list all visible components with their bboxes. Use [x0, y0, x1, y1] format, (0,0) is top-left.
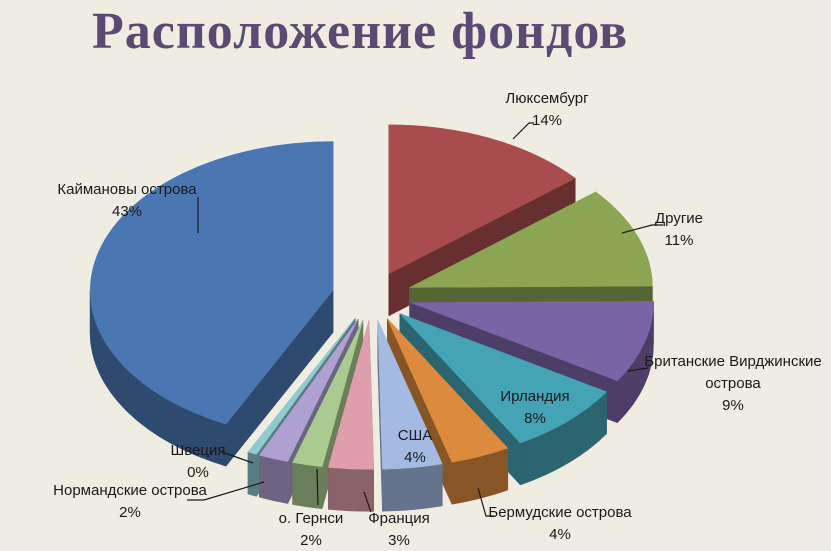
label-normandy-pct: 2% [119, 504, 141, 521]
label-luxembourg: Люксембург 14% [505, 88, 588, 132]
leader-line-luxembourg [512, 122, 534, 140]
label-ireland-name: Ирландия [500, 388, 570, 405]
pie-slice-normandy-face[interactable] [259, 454, 289, 504]
label-cayman-name: Каймановы острова [57, 181, 197, 198]
pie-slice-usa-face[interactable] [377, 320, 443, 470]
pie-slice-sweden-face[interactable] [247, 318, 356, 455]
label-guernsey-name: о. Гернси [278, 510, 344, 527]
label-guernsey-pct: 2% [300, 532, 322, 549]
leader-line-france [363, 491, 372, 513]
label-usa-pct: 4% [404, 449, 426, 466]
leader-lines [187, 122, 663, 517]
pie-slice-france-face[interactable] [327, 320, 374, 470]
label-ireland: Ирландия 8% [500, 386, 569, 430]
leader-line-bermuda [477, 487, 494, 517]
label-guernsey: о. Гернси 2% [279, 508, 344, 551]
pie-slice-bvi-face[interactable] [410, 300, 654, 382]
label-bvi: Британские Вирджинские острова 9% [633, 351, 831, 417]
chart-title: Расположение фондов [92, 3, 629, 60]
pie-slice-normandy-face[interactable] [258, 318, 359, 462]
leader-line-other [621, 224, 663, 234]
label-cayman-pct: 43% [111, 203, 143, 220]
pie-slice-other-face[interactable] [409, 191, 653, 288]
pie-slice-sweden-face[interactable] [247, 451, 257, 497]
pie-slice-cayman[interactable] [89, 141, 334, 467]
label-other-pct: 11% [664, 232, 694, 249]
leader-line-bvi [627, 367, 649, 372]
pie-slice-luxembourg-face[interactable] [388, 124, 576, 275]
label-france-pct: 3% [388, 532, 410, 549]
pie-slice-bermuda-face[interactable] [387, 318, 509, 463]
label-bermuda-name: Бермудские острова [488, 504, 632, 521]
label-normandy: Нормандские острова 2% [53, 480, 207, 524]
label-cayman: Каймановы острова 43% [57, 179, 196, 223]
pie-slice-france-face[interactable] [328, 467, 374, 512]
label-france-name: Франция [368, 510, 430, 527]
label-bvi-name: Британские Вирджинские острова [644, 353, 822, 392]
pie-slice-guernsey-face[interactable] [292, 319, 364, 468]
label-luxembourg-name: Люксембург [505, 90, 589, 107]
pie-slice-france[interactable] [327, 320, 374, 512]
label-bermuda: Бермудские острова 4% [488, 502, 631, 546]
label-bermuda-pct: 4% [549, 526, 571, 543]
label-normandy-name: Нормандские острова [53, 482, 207, 499]
label-luxembourg-pct: 14% [531, 112, 563, 129]
pie-slice-usa[interactable] [377, 320, 443, 512]
pie-slice-cayman-face[interactable] [90, 141, 334, 425]
pie-slice-usa-face[interactable] [382, 463, 443, 512]
pie-slice-ireland-face[interactable] [399, 313, 608, 444]
label-sweden-name: Швеция [170, 442, 226, 459]
label-france: Франция 3% [368, 508, 429, 551]
leader-line-sweden [221, 451, 254, 464]
label-sweden: Швеция 0% [171, 440, 226, 484]
label-ireland-pct: 8% [524, 410, 546, 427]
leader-line-guernsey [316, 468, 319, 506]
leader-line-normandy [187, 481, 265, 501]
label-other: Другие 11% [655, 208, 703, 252]
label-usa-name: США [397, 427, 433, 444]
label-other-name: Другие [654, 210, 704, 227]
pie-slices [89, 124, 654, 512]
label-usa: США 4% [398, 425, 433, 469]
label-bvi-pct: 9% [722, 397, 744, 414]
label-sweden-pct: 0% [187, 464, 209, 481]
